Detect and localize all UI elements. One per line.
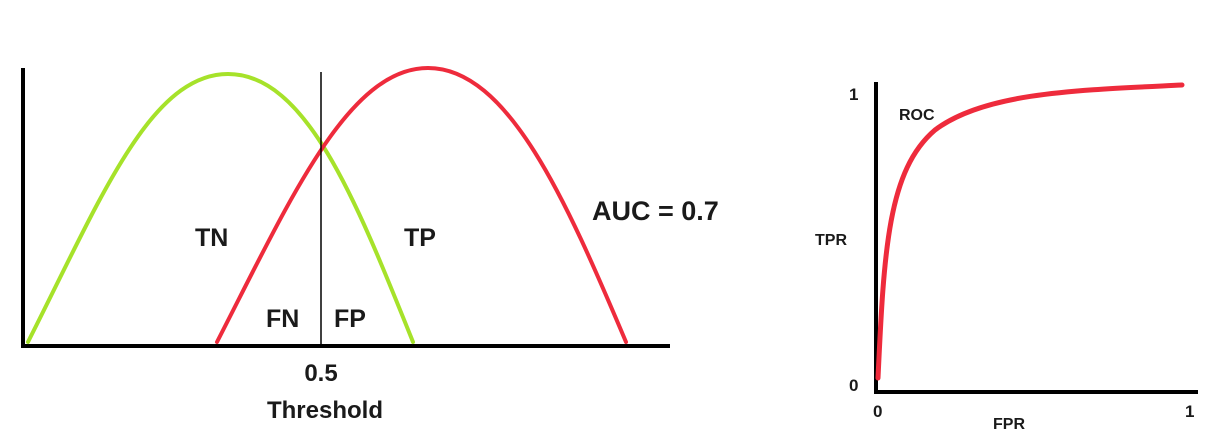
distribution-plot: TN TP FN FP 0.5 Threshold AUC = 0.7 [21, 65, 719, 424]
roc-chart: ROC TPR FPR 1 0 0 1 [815, 82, 1198, 433]
roc-curve [875, 82, 1185, 381]
roc-x-tick-1: 1 [1185, 402, 1194, 421]
threshold-value: 0.5 [304, 360, 337, 387]
auc-label: AUC = 0.7 [592, 196, 719, 226]
negative-class-curve [26, 71, 415, 344]
roc-y-tick-0: 0 [849, 376, 858, 395]
roc-x-tick-0: 0 [873, 402, 882, 421]
tp-label: TP [404, 224, 436, 252]
fn-label: FN [266, 305, 299, 333]
roc-curve-label: ROC [899, 107, 935, 124]
roc-y-axis-label: TPR [815, 232, 847, 249]
fp-label: FP [334, 305, 366, 333]
positive-class-curve [215, 65, 628, 344]
roc-x-axis-label: FPR [993, 416, 1025, 433]
tn-label: TN [195, 224, 228, 252]
threshold-axis-label: Threshold [267, 397, 383, 424]
roc-y-tick-1: 1 [849, 85, 858, 104]
